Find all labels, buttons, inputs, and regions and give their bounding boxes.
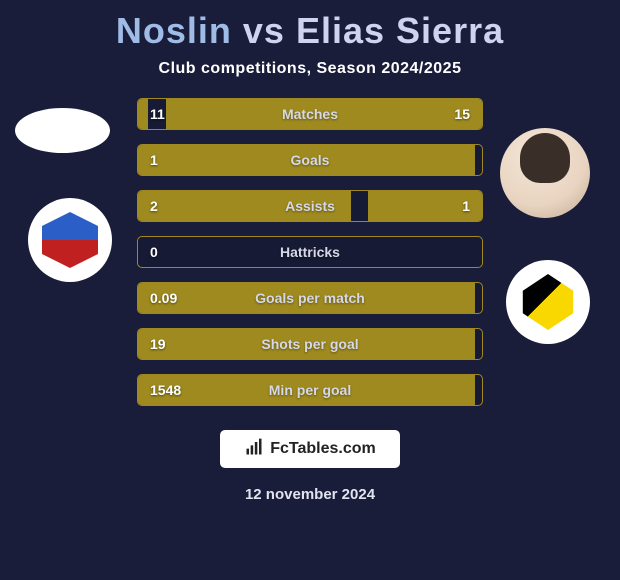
player2-avatar: [500, 128, 590, 218]
chart-icon: [244, 437, 264, 462]
stat-label: Min per goal: [269, 382, 351, 398]
stat-label: Goals per match: [255, 290, 365, 306]
stat-value-left: 2: [150, 198, 158, 214]
stat-bars-container: 11 15 Matches 1 Goals 2 1 Assists 0 Hattricks 0.09…: [137, 98, 483, 406]
stat-label: Goals: [291, 152, 330, 168]
stat-row: 0 Hattricks: [137, 236, 483, 268]
stat-value-left: 1: [150, 152, 158, 168]
stat-value-left: 0: [150, 244, 158, 260]
player2-club-badge: [506, 260, 590, 344]
stat-row: 0.09 Goals per match: [137, 282, 483, 314]
player1-avatar: [15, 108, 110, 153]
vs-text: vs: [243, 10, 285, 51]
bar-fill-left: [138, 99, 148, 129]
stat-row: 1 Goals: [137, 144, 483, 176]
stat-row: 2 1 Assists: [137, 190, 483, 222]
brand-text: FcTables.com: [270, 440, 376, 458]
brand-badge[interactable]: FcTables.com: [220, 430, 400, 468]
stat-value-left: 19: [150, 336, 166, 352]
stat-label: Hattricks: [280, 244, 340, 260]
player1-name: Noslin: [116, 10, 232, 51]
stat-value-right: 1: [462, 198, 470, 214]
comparison-title: Noslin vs Elias Sierra: [0, 0, 620, 60]
subtitle: Club competitions, Season 2024/2025: [0, 60, 620, 98]
date-text: 12 november 2024: [0, 486, 620, 503]
stat-label: Assists: [285, 198, 335, 214]
stat-value-left: 0.09: [150, 290, 177, 306]
stat-row: 1548 Min per goal: [137, 374, 483, 406]
stat-label: Matches: [282, 106, 338, 122]
player2-name: Elias Sierra: [296, 10, 504, 51]
player1-club-badge: [28, 198, 112, 282]
stat-row: 19 Shots per goal: [137, 328, 483, 360]
stat-label: Shots per goal: [261, 336, 358, 352]
stat-value-left: 11: [150, 106, 165, 122]
stat-row: 11 15 Matches: [137, 98, 483, 130]
stat-value-left: 1548: [150, 382, 181, 398]
stat-value-right: 15: [454, 106, 470, 122]
